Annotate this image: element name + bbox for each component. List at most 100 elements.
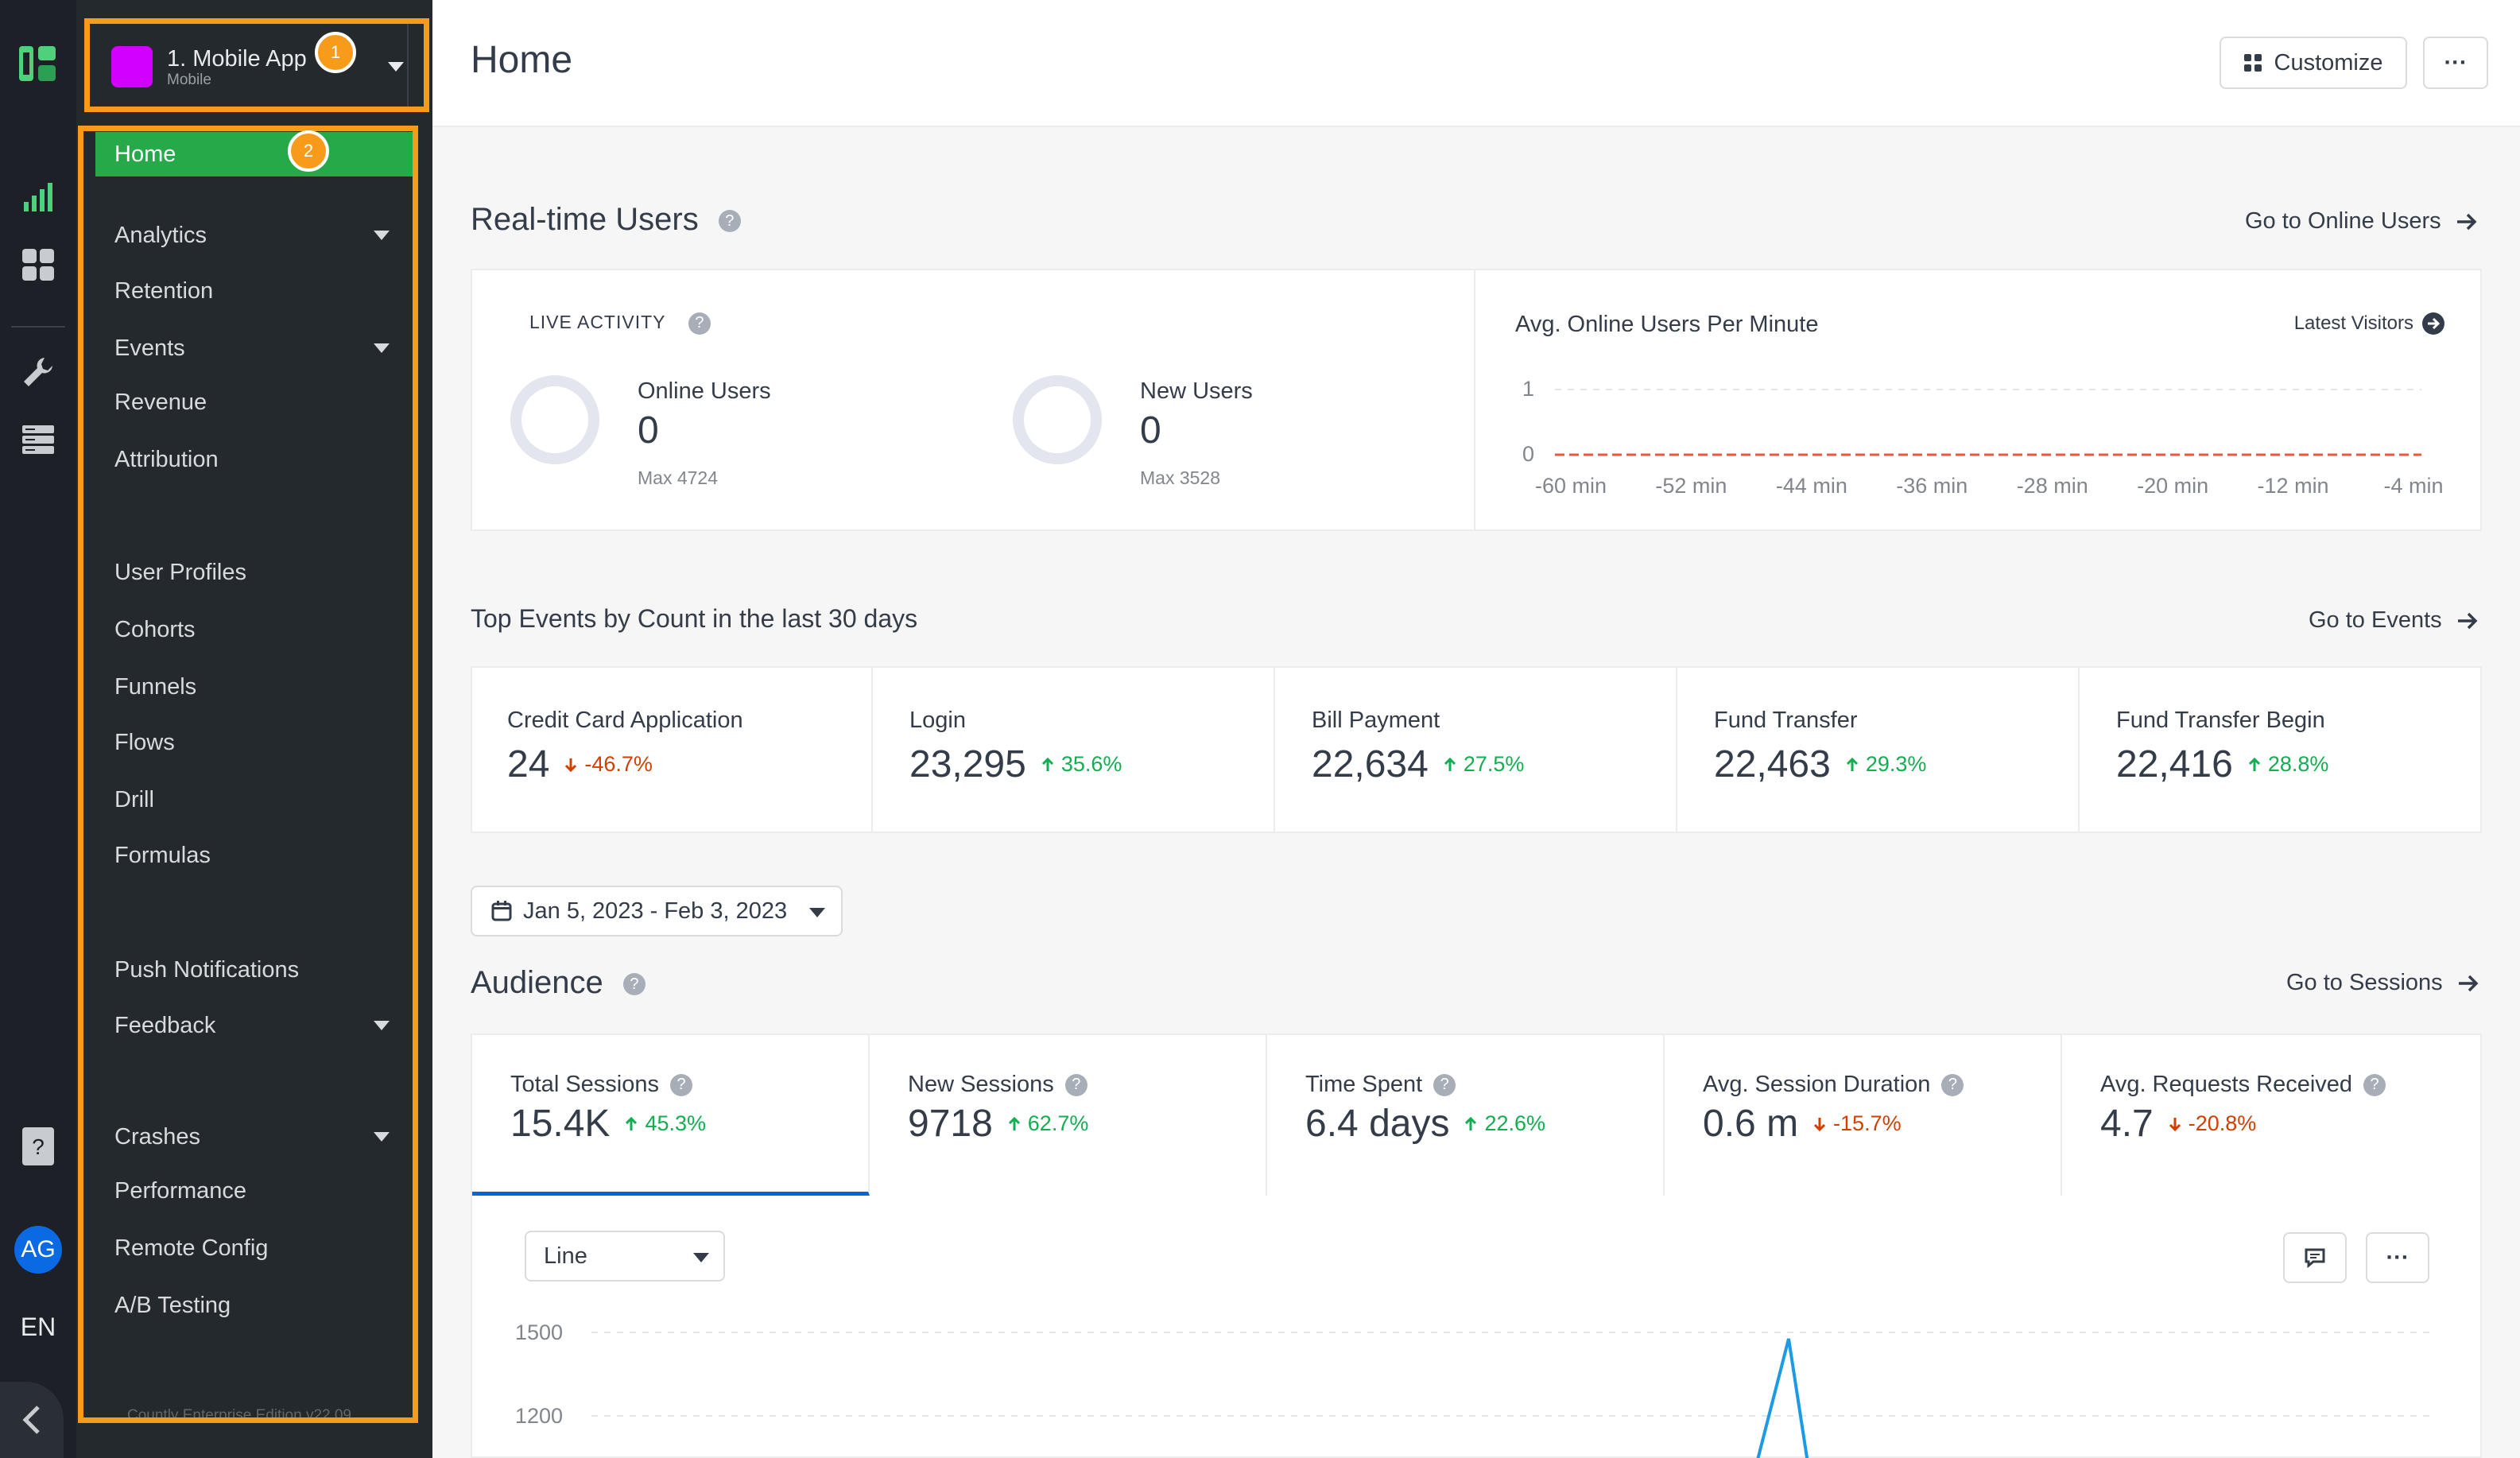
- highlight-app-selector: [84, 18, 429, 112]
- event-trend: -46.7%: [564, 752, 653, 777]
- arrow-up-icon: [1444, 757, 1456, 771]
- app-selector[interactable]: 1. Mobile App Mobile: [87, 24, 409, 110]
- help-icon[interactable]: ?: [718, 210, 741, 233]
- rail-divider: [11, 326, 65, 328]
- sidebar-item-cohorts[interactable]: Cohorts: [95, 607, 413, 652]
- language-selector[interactable]: EN: [20, 1312, 56, 1341]
- go-to-events-link[interactable]: Go to Events: [2309, 607, 2479, 634]
- countly-logo-icon[interactable]: [0, 38, 76, 89]
- audience-metric-card[interactable]: New Sessions? 9718 62.7%: [870, 1033, 1267, 1196]
- arrow-up-icon: [1041, 757, 1053, 771]
- audience-metric-label: Time Spent: [1305, 1072, 1423, 1097]
- arrow-right-icon: [2456, 213, 2477, 230]
- customize-button[interactable]: Customize: [2220, 37, 2407, 89]
- help-icon[interactable]: ?: [1433, 1073, 1456, 1096]
- sidebar-item-feedback[interactable]: Feedback: [95, 1003, 413, 1048]
- sidebar-item-a-b-testing[interactable]: A/B Testing: [95, 1283, 413, 1328]
- help-icon[interactable]: ?: [1064, 1073, 1087, 1096]
- sidebar-item-formulas[interactable]: Formulas: [95, 833, 413, 878]
- arrow-up-icon: [626, 1116, 638, 1130]
- chart-more-button[interactable]: ···: [2366, 1232, 2429, 1283]
- sidebar-item-drill[interactable]: Drill: [95, 777, 413, 822]
- sidebar-item-events[interactable]: Events: [95, 326, 413, 370]
- audience-metric-value: 15.4K: [510, 1103, 611, 1145]
- event-count: 22,634: [1312, 743, 1429, 785]
- go-to-online-users-link[interactable]: Go to Online Users: [2245, 208, 2478, 235]
- sidebar-item-label: Push Notifications: [114, 956, 300, 983]
- annotation-badge-1: 1: [315, 32, 356, 73]
- audience-metric-card[interactable]: Avg. Session Duration? 0.6 m -15.7%: [1665, 1033, 2062, 1196]
- event-change: 27.5%: [1463, 752, 1525, 776]
- event-trend: 27.5%: [1443, 752, 1525, 777]
- top-events-title: Top Events by Count in the last 30 days: [471, 604, 918, 633]
- sidebar-item-home[interactable]: Home: [95, 132, 413, 176]
- audience-metric-card[interactable]: Avg. Requests Received? 4.7 -20.8%: [2062, 1033, 2460, 1196]
- live-activity-label: LIVE ACTIVITY ?: [529, 312, 711, 335]
- sidebar-item-remote-config[interactable]: Remote Config: [95, 1226, 413, 1270]
- sidebar-item-user-profiles[interactable]: User Profiles: [95, 550, 413, 595]
- sidebar-item-attribution[interactable]: Attribution: [95, 437, 413, 482]
- event-card[interactable]: Login 23,295 35.6%: [873, 666, 1275, 833]
- event-change: 35.6%: [1060, 752, 1122, 776]
- event-card[interactable]: Bill Payment 22,634 27.5%: [1275, 666, 1677, 833]
- date-range-picker[interactable]: Jan 5, 2023 - Feb 3, 2023: [471, 886, 843, 936]
- audience-metric-value: 9718: [908, 1103, 993, 1145]
- sidebar-item-label: User Profiles: [114, 559, 246, 585]
- svg-text:?: ?: [32, 1134, 45, 1159]
- sidebar-item-push-notifications[interactable]: Push Notifications: [95, 948, 413, 992]
- help-icon[interactable]: ?: [688, 312, 711, 335]
- sidebar-item-revenue[interactable]: Revenue: [95, 380, 413, 425]
- go-sessions-label: Go to Sessions: [2286, 970, 2443, 995]
- chevron-left-icon: [22, 1406, 40, 1434]
- calendar-icon: [491, 901, 512, 921]
- analytics-bars-icon[interactable]: [0, 175, 76, 219]
- go-to-sessions-link[interactable]: Go to Sessions: [2286, 970, 2479, 996]
- audience-metric-card[interactable]: Time Spent? 6.4 days 22.6%: [1267, 1033, 1665, 1196]
- arrow-up-icon: [1008, 1116, 1020, 1130]
- help-icon[interactable]: ?: [2363, 1073, 2386, 1096]
- arrow-down-icon: [1813, 1117, 1826, 1131]
- help-icon[interactable]: ?: [622, 973, 646, 996]
- sidebar-item-crashes[interactable]: Crashes: [95, 1115, 413, 1159]
- x-tick-label: -36 min: [1896, 474, 1968, 493]
- latest-visitors-link[interactable]: Latest Visitors: [2294, 312, 2445, 335]
- top-bar: Home Customize ···: [432, 0, 2520, 127]
- event-change: 29.3%: [1865, 752, 1927, 776]
- sidebar-item-funnels[interactable]: Funnels: [95, 665, 413, 709]
- sidebar-item-label: Retention: [114, 277, 214, 304]
- audience-metric-change: -20.8%: [2188, 1111, 2257, 1135]
- management-list-icon[interactable]: [0, 417, 76, 462]
- more-options-button[interactable]: ···: [2423, 37, 2488, 89]
- help-document-icon[interactable]: ?: [0, 1123, 76, 1170]
- chevron-down-icon: [809, 908, 825, 917]
- audience-metric-label: Avg. Requests Received: [2100, 1072, 2353, 1097]
- sidebar-item-analytics[interactable]: Analytics: [95, 213, 413, 258]
- audience-metric-value: 6.4 days: [1305, 1103, 1450, 1145]
- audience-metric-card[interactable]: Total Sessions? 15.4K 45.3%: [472, 1033, 870, 1196]
- audience-metric-trend: 45.3%: [624, 1111, 706, 1136]
- event-name: Fund Transfer Begin: [2116, 708, 2325, 733]
- highlight-sidebar-nav: [78, 126, 418, 1423]
- event-name: Login: [909, 708, 966, 733]
- help-icon[interactable]: ?: [1941, 1073, 1964, 1096]
- avatar[interactable]: AG: [0, 1224, 76, 1275]
- wrench-icon[interactable]: [0, 350, 76, 394]
- event-change: -46.7%: [584, 752, 653, 776]
- sidebar-item-flows[interactable]: Flows: [95, 720, 413, 765]
- sidebar-item-performance[interactable]: Performance: [95, 1169, 413, 1213]
- annotation-button[interactable]: [2283, 1232, 2347, 1283]
- sidebar-item-label: Analytics: [114, 222, 207, 248]
- dashboards-grid-icon[interactable]: [0, 242, 76, 287]
- collapse-sidebar-button[interactable]: [0, 1382, 64, 1458]
- audience-metric-trend: -15.7%: [1812, 1111, 1902, 1136]
- y-tick-label: 1: [1522, 377, 1534, 401]
- event-card[interactable]: Credit Card Application 24 -46.7%: [471, 666, 873, 833]
- sidebar-item-retention[interactable]: Retention: [95, 269, 413, 313]
- event-card[interactable]: Fund Transfer Begin 22,416 28.8%: [2080, 666, 2482, 833]
- sessions-line-chart: 1500 1200: [515, 1320, 2436, 1458]
- help-icon[interactable]: ?: [670, 1073, 692, 1096]
- event-card[interactable]: Fund Transfer 22,463 29.3%: [1677, 666, 2080, 833]
- chart-type-select[interactable]: Line: [525, 1231, 725, 1282]
- audience-metric-change: 62.7%: [1027, 1111, 1089, 1135]
- go-events-label: Go to Events: [2309, 607, 2442, 633]
